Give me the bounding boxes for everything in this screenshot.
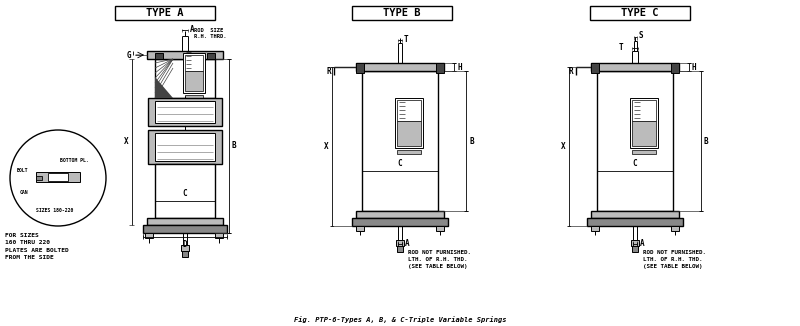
Bar — [48, 173, 68, 181]
Text: C: C — [398, 159, 402, 168]
Bar — [352, 6, 452, 20]
Bar — [155, 59, 215, 98]
Circle shape — [10, 130, 106, 226]
Bar — [185, 95, 203, 101]
Bar — [183, 53, 205, 93]
Text: T: T — [404, 35, 409, 43]
Bar — [155, 101, 215, 123]
Text: TYPE C: TYPE C — [622, 8, 658, 18]
Text: A: A — [640, 239, 645, 247]
Bar — [632, 150, 656, 154]
Text: B: B — [704, 137, 709, 145]
Bar — [155, 53, 163, 59]
Bar — [352, 218, 448, 226]
Bar — [597, 71, 673, 211]
Bar — [185, 55, 203, 71]
Text: X: X — [124, 138, 129, 146]
Text: H: H — [457, 63, 462, 71]
Bar — [397, 246, 403, 252]
Bar — [397, 121, 421, 146]
Bar — [356, 63, 444, 71]
Bar — [362, 71, 438, 211]
Text: D: D — [182, 240, 187, 249]
Text: R: R — [568, 67, 573, 76]
Bar — [630, 98, 658, 148]
Bar — [182, 251, 188, 257]
Bar — [148, 98, 222, 126]
Bar — [356, 211, 444, 218]
Bar — [147, 218, 223, 225]
Bar — [397, 150, 421, 154]
Text: A: A — [190, 24, 194, 34]
Text: BOLT: BOLT — [17, 168, 28, 172]
Text: X: X — [324, 142, 329, 151]
Text: B: B — [469, 137, 474, 145]
Bar — [587, 218, 683, 226]
Text: X: X — [562, 142, 566, 151]
Bar — [147, 51, 223, 59]
Text: CAN: CAN — [19, 190, 28, 196]
Bar — [591, 63, 599, 73]
Text: ROD NOT FURNISHED.: ROD NOT FURNISHED. — [643, 250, 706, 255]
Text: C: C — [633, 159, 638, 168]
Text: ROD NOT FURNISHED.: ROD NOT FURNISHED. — [408, 250, 471, 255]
Bar — [155, 164, 215, 218]
Bar — [148, 130, 222, 164]
Bar — [215, 233, 223, 238]
Text: A: A — [405, 239, 410, 247]
Bar — [591, 226, 599, 231]
Bar — [436, 63, 444, 73]
Polygon shape — [155, 77, 173, 98]
Text: H: H — [692, 63, 697, 71]
Bar — [36, 176, 42, 180]
Bar — [395, 98, 423, 148]
Bar — [590, 6, 690, 20]
Bar — [185, 71, 203, 91]
Text: C: C — [182, 189, 187, 198]
Text: R.H. THRD.: R.H. THRD. — [194, 34, 226, 38]
Bar — [36, 172, 80, 182]
Text: B: B — [232, 141, 237, 151]
Text: SIZES 180-220: SIZES 180-220 — [36, 208, 74, 213]
Bar — [591, 63, 679, 71]
Bar — [115, 6, 215, 20]
Bar — [397, 100, 421, 121]
Bar — [356, 63, 364, 73]
Bar — [671, 226, 679, 231]
Text: S: S — [639, 32, 644, 40]
Text: T: T — [618, 42, 623, 52]
Text: Fig. PTP-6-Types A, B, & C-Triple Variable Springs: Fig. PTP-6-Types A, B, & C-Triple Variab… — [294, 316, 506, 323]
Bar — [631, 240, 639, 246]
Bar — [396, 240, 404, 246]
Text: FOR SIZES
160 THRU 220
PLATES ARE BOLTED
FROM THE SIDE: FOR SIZES 160 THRU 220 PLATES ARE BOLTED… — [5, 233, 69, 260]
Text: LTH. OF R.H. THD.: LTH. OF R.H. THD. — [408, 257, 467, 262]
Bar — [632, 121, 656, 146]
Text: TYPE B: TYPE B — [383, 8, 421, 18]
Bar — [145, 233, 153, 238]
Bar — [632, 100, 656, 121]
Bar — [591, 211, 679, 218]
Bar — [671, 63, 679, 73]
Text: BOTTOM PL.: BOTTOM PL. — [60, 158, 89, 164]
Text: (SEE TABLE BELOW): (SEE TABLE BELOW) — [643, 264, 702, 269]
Text: LTH. OF R.H. THD.: LTH. OF R.H. THD. — [643, 257, 702, 262]
Text: R: R — [326, 67, 331, 76]
Bar — [632, 246, 638, 252]
Bar — [436, 226, 444, 231]
Bar — [356, 226, 364, 231]
Text: G: G — [126, 51, 131, 60]
Text: (SEE TABLE BELOW): (SEE TABLE BELOW) — [408, 264, 467, 269]
Bar — [207, 53, 215, 59]
Text: TYPE A: TYPE A — [146, 8, 184, 18]
Bar — [155, 133, 215, 161]
Bar — [143, 225, 227, 233]
Bar — [181, 245, 189, 251]
Text: ROD  SIZE: ROD SIZE — [194, 28, 223, 34]
